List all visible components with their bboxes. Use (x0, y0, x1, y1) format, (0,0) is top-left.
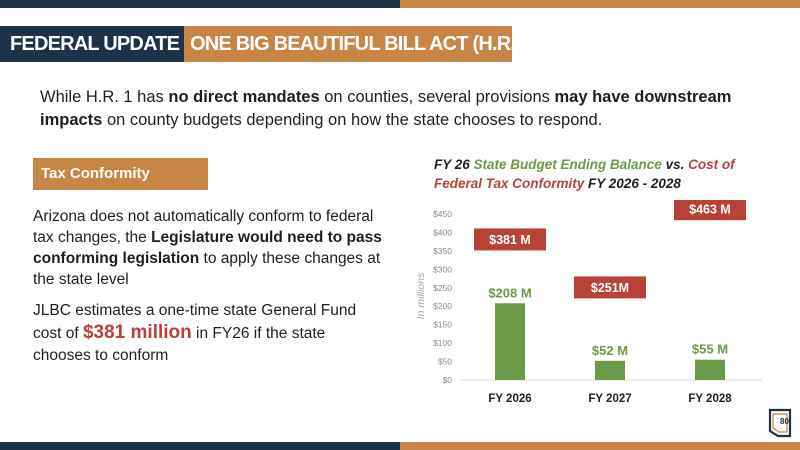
conformity-paragraph: Arizona does not automatically conform t… (33, 208, 382, 288)
y-tick-label: $300 (433, 264, 452, 274)
page-number: 80 (780, 417, 789, 426)
top-navy-stripe (0, 0, 400, 8)
conformity-cost-label: $251M (591, 281, 629, 295)
y-tick-label: $400 (433, 227, 452, 237)
chart-title: FY 26 State Budget Ending Balance vs. Co… (434, 157, 735, 191)
balance-bar (595, 360, 625, 380)
y-axis-label: In millions (415, 272, 427, 319)
y-tick-label: $0 (443, 375, 453, 385)
y-tick-label: $200 (433, 301, 452, 311)
x-category-label: FY 2026 (488, 393, 531, 405)
conformity-cost-box (674, 200, 746, 221)
jlbc-estimate-paragraph: JLBC estimates a one-time state General … (33, 302, 357, 364)
balance-value-label: $52 M (592, 343, 628, 358)
y-tick-label: $350 (433, 246, 452, 256)
balance-value-label: $208 M (488, 285, 531, 300)
conformity-cost-label: $463 M (689, 203, 731, 217)
arizona-state-logo-icon (768, 408, 792, 438)
bottom-navy-stripe (0, 442, 400, 450)
conformity-cost-box (474, 228, 546, 251)
balance-bar (695, 359, 725, 380)
y-tick-label: $150 (433, 320, 452, 330)
bottom-orange-stripe (400, 442, 800, 450)
header-title: ONE BIG BEAUTIFUL BILL ACT (H.R. 1) (184, 26, 512, 62)
section-tag: Tax Conformity (33, 158, 208, 190)
balance-bar (495, 303, 525, 380)
x-category-label: FY 2027 (588, 393, 631, 405)
conformity-cost-label: $381 M (489, 233, 531, 247)
ending-balance-chart: $0 $50 $100 $150 $200 $250 $300 $350 $400 $450 In … (415, 200, 762, 405)
header-section-label: FEDERAL UPDATE (0, 26, 184, 62)
top-orange-stripe (400, 0, 800, 8)
intro-paragraph: While H.R. 1 has no direct mandates on c… (40, 88, 732, 129)
y-tick-label: $450 (433, 209, 452, 219)
x-category-label: FY 2028 (688, 393, 732, 405)
y-tick-label: $250 (433, 283, 452, 293)
y-tick-label: $50 (438, 357, 452, 367)
y-tick-label: $100 (433, 338, 452, 348)
conformity-cost-box (574, 276, 646, 299)
balance-value-label: $55 M (692, 342, 728, 357)
